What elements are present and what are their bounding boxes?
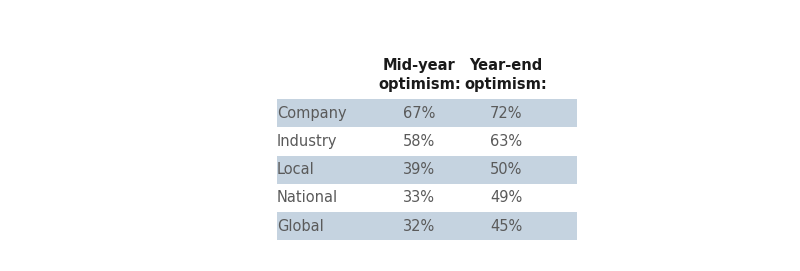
Text: 45%: 45% [490,218,522,234]
Text: Global: Global [277,218,323,234]
Text: 39%: 39% [403,162,435,177]
Bar [277,156,578,184]
Text: 32%: 32% [403,218,435,234]
Bar [277,99,578,127]
Text: Year-end
optimism:: Year-end optimism: [465,57,547,92]
Text: 72%: 72% [490,106,522,121]
Text: 50%: 50% [490,162,522,177]
Bar [277,127,578,156]
Text: Industry: Industry [277,134,338,149]
Text: Local: Local [277,162,314,177]
Text: 67%: 67% [403,106,435,121]
Bar [277,184,578,212]
Text: 33%: 33% [403,191,435,205]
Text: 58%: 58% [403,134,435,149]
Text: National: National [277,191,338,205]
Bar [277,212,578,240]
Text: Company: Company [277,106,346,121]
Text: 49%: 49% [490,191,522,205]
Text: 63%: 63% [490,134,522,149]
Text: Mid-year
optimism:: Mid-year optimism: [378,57,461,92]
